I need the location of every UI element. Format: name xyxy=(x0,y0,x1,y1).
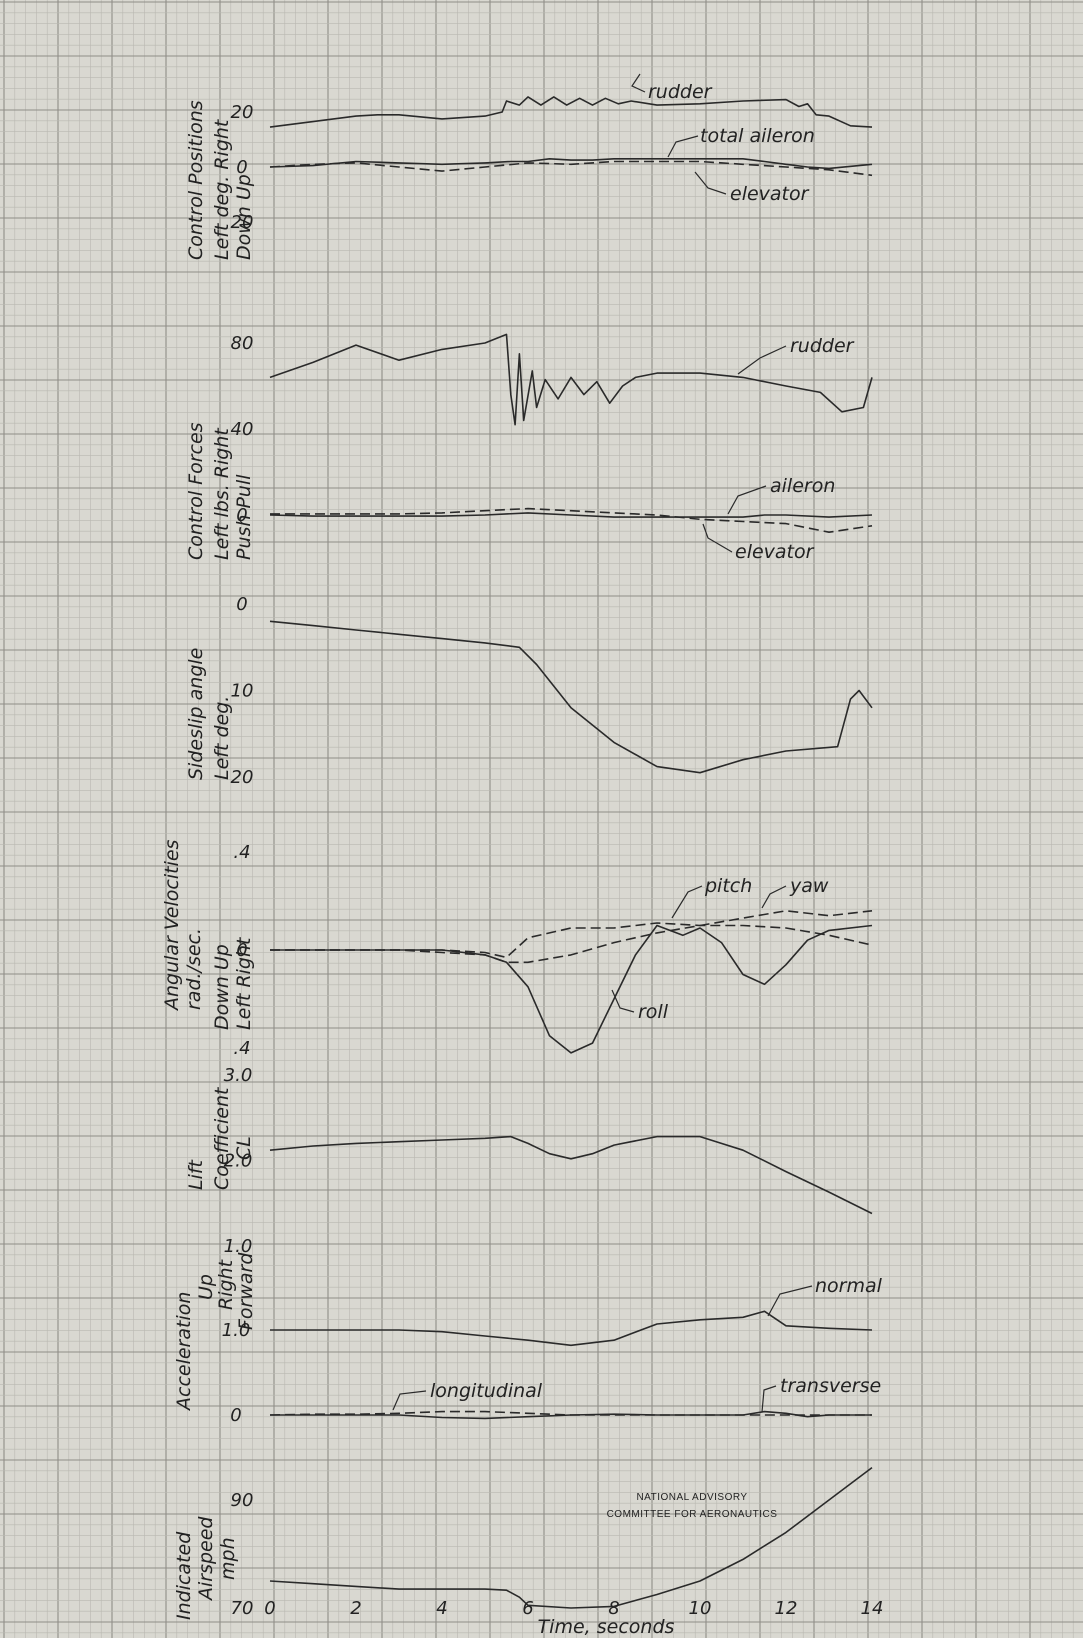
series-rudder xyxy=(269,333,873,426)
ylabel-lift-1: Coefficient xyxy=(211,1086,233,1190)
series-roll xyxy=(270,924,873,1054)
leader-transverse xyxy=(761,1385,777,1413)
ylabel-control-positions-2: Down Up xyxy=(233,174,255,260)
x-tick-label: 0 xyxy=(264,1598,275,1619)
leader-roll xyxy=(611,989,635,1013)
y-tick-label: 0 xyxy=(230,1405,241,1426)
ylabel-lift-2: CL xyxy=(233,1136,255,1160)
y-tick-label: 0 xyxy=(236,505,247,526)
series-CL xyxy=(269,1135,873,1215)
ylabel-control-forces-2: Push Pull xyxy=(233,474,255,560)
ylabel-control-forces-1: Left lbs. Right xyxy=(211,427,233,560)
ylabel-lift-0: Lift xyxy=(185,1158,207,1190)
annotation-rudder-force: rudder xyxy=(790,335,855,357)
chart-marks: 20 0 20 80 40 0 0 10 20 .4 0 .4 3.0 2.0 1.0 1.0 0 90 70 0 2 4… xyxy=(222,96,884,1619)
naca-stamp: NATIONAL ADVISORY COMMITTEE FOR AERONAUT… xyxy=(607,1492,778,1520)
leader-total-aileron xyxy=(667,135,699,158)
series-aileron xyxy=(269,512,873,518)
leader-elevator-force xyxy=(702,523,733,553)
annotation-roll: roll xyxy=(638,1001,669,1023)
series-airspeed xyxy=(269,1466,873,1609)
y-tick-label: 70 xyxy=(231,1598,254,1619)
ylabel-airspeed-1: Airspeed xyxy=(195,1516,217,1602)
series-yaw xyxy=(270,910,873,964)
y-tick-label: 0 xyxy=(236,157,247,178)
y-tick-label: 10 xyxy=(231,681,254,702)
x-axis-title: Time, seconds xyxy=(538,1616,675,1638)
ylabel-angular-2: Down Up xyxy=(211,944,233,1030)
series-sideslip xyxy=(269,620,873,774)
series-elevator xyxy=(269,160,873,177)
series-annotations: rudder total aileron elevator rudder ail… xyxy=(430,81,883,1402)
series-rudder xyxy=(269,96,873,128)
stamp-line-1: NATIONAL ADVISORY xyxy=(636,1492,747,1503)
y-tick-label: 80 xyxy=(231,333,254,354)
ylabel-control-positions-1: Left deg. Right xyxy=(211,118,233,260)
ylabel-angular-3: Left Right xyxy=(233,936,255,1030)
y-tick-label: 3.0 xyxy=(224,1065,253,1086)
y-tick-label: 0 xyxy=(236,940,247,961)
x-tick-label: 4 xyxy=(436,1598,447,1619)
ylabel-accel-3: Forward xyxy=(235,1252,257,1330)
ylabel-accel-1: Up xyxy=(195,1274,217,1300)
ylabel-airspeed-2: mph xyxy=(217,1537,239,1580)
ylabel-angular-1: rad./sec. xyxy=(183,928,205,1010)
leader-normal xyxy=(767,1285,813,1317)
ylabel-accel-0: Acceleration xyxy=(173,1292,195,1412)
leader-aileron-force xyxy=(727,485,767,515)
leader-rudder-force xyxy=(737,345,787,375)
y-tick-label: 20 xyxy=(231,767,254,788)
y-tick-label: 1.0 xyxy=(222,1320,251,1341)
x-tick-label: 2 xyxy=(350,1598,361,1619)
x-tick-label: 10 xyxy=(689,1598,712,1619)
leader-elevator-position xyxy=(694,171,727,195)
axis-labels: Control Positions Left deg. Right Down U… xyxy=(161,100,257,1620)
annotation-longitudinal: longitudinal xyxy=(430,1380,543,1402)
annotation-pitch: pitch xyxy=(704,875,752,897)
ylabel-airspeed-0: Indicated xyxy=(173,1531,195,1620)
leader-longitudinal xyxy=(392,1390,427,1411)
x-tick-label: 6 xyxy=(522,1598,533,1619)
ylabel-control-forces-0: Control Forces xyxy=(185,422,207,560)
ylabel-angular-0: Angular Velocities xyxy=(161,839,183,1012)
annotation-transverse: transverse xyxy=(780,1375,881,1397)
annotation-leaders xyxy=(392,73,813,1413)
y-tick-label: 20 xyxy=(231,212,254,233)
leader-pitch xyxy=(671,885,703,919)
ylabel-sideslip-0: Sideslip angle xyxy=(185,648,207,780)
annotation-total-aileron: total aileron xyxy=(700,125,815,147)
annotation-aileron-force: aileron xyxy=(770,475,835,497)
ylabel-accel-2: Right xyxy=(215,1258,237,1310)
annotation-elevator-force: elevator xyxy=(735,541,815,563)
series-transverse xyxy=(270,1410,872,1420)
y-tick-label: 90 xyxy=(231,1490,254,1511)
y-tick-label: 0 xyxy=(236,594,247,615)
y-tick-label: .4 xyxy=(233,842,250,863)
stamp-line-2: COMMITTEE FOR AERONAUTICS xyxy=(607,1509,778,1520)
y-tick-label: 2.0 xyxy=(224,1151,253,1172)
y-tick-label: 40 xyxy=(231,419,254,440)
y-tick-label: .4 xyxy=(233,1038,250,1059)
y-tick-label: 1.0 xyxy=(224,1236,253,1257)
series-elevator xyxy=(270,507,873,533)
annotation-elevator-position: elevator xyxy=(730,183,810,205)
x-tick-label: 14 xyxy=(861,1598,884,1619)
annotation-yaw: yaw xyxy=(789,875,829,897)
leader-rudder-position xyxy=(631,73,646,93)
x-tick-label: 12 xyxy=(775,1598,798,1619)
series-normal xyxy=(270,1310,873,1347)
y-tick-label: 20 xyxy=(231,102,254,123)
ylabel-control-positions-0: Control Positions xyxy=(185,100,207,260)
leader-yaw xyxy=(761,885,787,909)
series-total-aileron xyxy=(269,158,873,170)
ylabel-sideslip-1: Left deg. xyxy=(211,696,233,780)
annotation-rudder-position: rudder xyxy=(648,81,713,103)
annotation-normal: normal xyxy=(815,1275,883,1297)
x-tick-label: 8 xyxy=(608,1598,619,1619)
